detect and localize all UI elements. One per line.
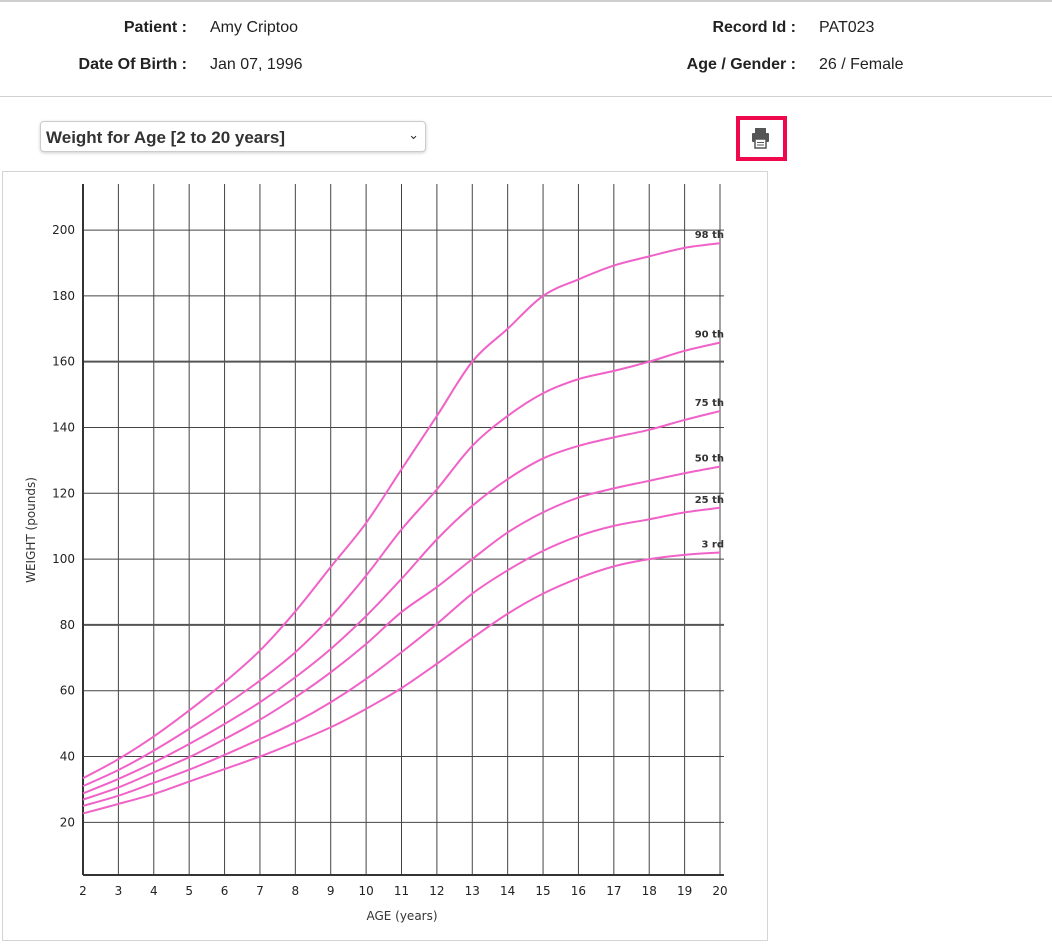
x-tick-label: 10 (358, 884, 373, 898)
patient-label: Patient : (123, 19, 187, 36)
y-tick-label: 160 (52, 355, 75, 369)
x-tick-label: 18 (642, 884, 657, 898)
dob-label: Date Of Birth : (78, 56, 187, 73)
x-tick-label: 7 (256, 884, 264, 898)
y-tick-label: 40 (60, 750, 75, 764)
percentile-label: 25 th (695, 495, 724, 506)
y-tick-label: 80 (60, 618, 75, 632)
y-tick-label: 180 (52, 289, 75, 303)
printer-icon (752, 128, 769, 149)
x-tick-label: 13 (465, 884, 480, 898)
dob-value: Jan 07, 1996 (210, 56, 303, 73)
y-tick-label: 20 (60, 815, 75, 829)
x-axis-label: AGE (years) (366, 909, 437, 923)
x-tick-label: 6 (221, 884, 229, 898)
y-tick-label: 200 (52, 223, 75, 237)
x-tick-label: 20 (712, 884, 727, 898)
growth-chart-svg: 2 3 4 5 6 7 8 9 10 11 12 13 14 15 16 17 18 19 20 20 40 60 80 10… (24, 184, 728, 923)
percentile-label: 3 rd (701, 540, 724, 551)
x-tick-label: 11 (394, 884, 409, 898)
chart-type-select[interactable]: Weight for Age [2 to 20 years] ⌄ (40, 121, 426, 152)
x-tick-label: 14 (500, 884, 515, 898)
header-divider (0, 96, 1052, 97)
percentile-label: 98 th (695, 230, 724, 241)
growth-chart: 2 3 4 5 6 7 8 9 10 11 12 13 14 15 16 17 18 19 20 20 40 60 80 10… (2, 171, 768, 941)
x-tick-label: 12 (429, 884, 444, 898)
patient-name: Amy Criptoo (210, 19, 299, 36)
age-gender-value: 26 / Female (819, 56, 904, 73)
y-tick-label: 100 (52, 552, 75, 566)
x-tick-label: 9 (327, 884, 335, 898)
y-tick-label: 140 (52, 420, 75, 434)
x-tick-label: 3 (115, 884, 123, 898)
record-id-value: PAT023 (819, 19, 875, 36)
record-id-label: Record Id : (712, 19, 796, 36)
percentile-line-50th (82, 465, 721, 801)
percentile-label: 75 th (695, 398, 724, 409)
chart-type-selected: Weight for Age [2 to 20 years] (46, 128, 285, 147)
x-tick-label: 4 (150, 884, 158, 898)
percentile-line-25th (82, 506, 721, 807)
percentile-label: 90 th (695, 330, 724, 341)
x-tick-label: 2 (79, 884, 87, 898)
y-tick-label: 60 (60, 684, 75, 698)
print-button[interactable] (736, 116, 787, 161)
x-tick-label: 19 (677, 884, 692, 898)
x-tick-label: 15 (535, 884, 550, 898)
percentile-line-75th (82, 410, 721, 795)
percentile-line-98th (82, 242, 721, 780)
age-gender-label: Age / Gender : (686, 56, 796, 73)
chevron-down-icon: ⌄ (408, 127, 419, 142)
percentile-line-3rd (82, 551, 721, 815)
percentile-label: 50 th (695, 454, 724, 465)
y-tick-label: 120 (52, 486, 75, 500)
percentile-line-90th (82, 341, 721, 788)
x-tick-label: 5 (185, 884, 193, 898)
x-tick-label: 17 (606, 884, 621, 898)
x-tick-label: 16 (571, 884, 586, 898)
x-tick-label: 8 (292, 884, 300, 898)
y-axis-label: WEIGHT (pounds) (24, 477, 38, 583)
top-border (0, 0, 1052, 2)
